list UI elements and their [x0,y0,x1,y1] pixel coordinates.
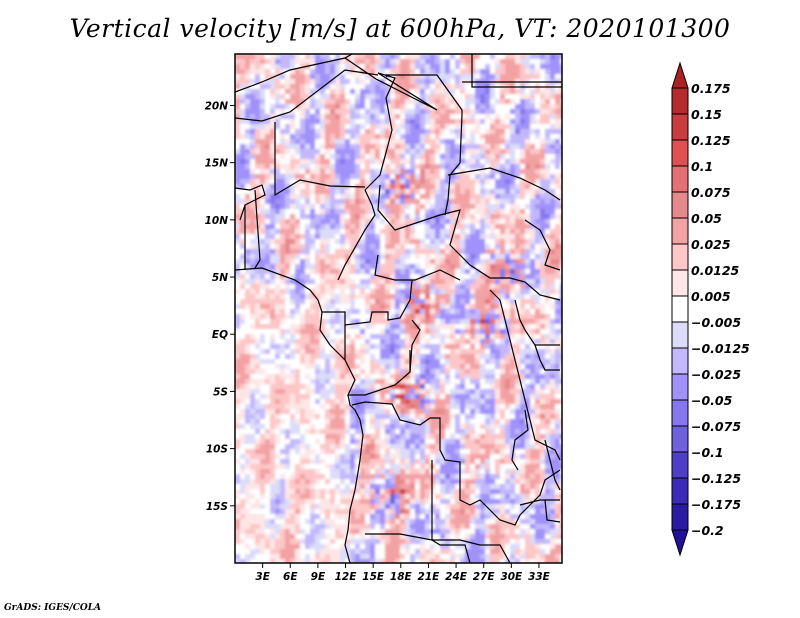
border-line [344,394,364,563]
colorbar-box [671,321,689,349]
colorbar-label: −0.175 [691,497,741,512]
colorbar-box [671,373,689,401]
colorbar-box [671,399,689,427]
y-tick-label: 15N [205,158,229,170]
colorbar-label: 0.005 [691,289,731,304]
y-tick-label: 10N [205,215,229,227]
y-axis: 20N 15N 10N 5N EQ 5S 10S 15S [205,100,235,513]
colorbar-box [671,217,689,245]
velocity-field [235,54,562,563]
x-axis: 3E 6E 9E 12E 15E 18E 21E 24E 27E 30E 33E [255,563,551,583]
colorbar-box [671,269,689,297]
colorbar-label: 0.15 [691,107,722,122]
border-line [544,439,561,491]
border-line [235,54,353,93]
colorbar-label: −0.1 [691,445,724,460]
colorbar-label: 0.025 [691,237,731,252]
x-tick-label: 12E [335,571,358,583]
colorbar-label: −0.005 [691,315,741,330]
colorbar-label: −0.125 [691,471,741,486]
border-line [524,219,561,271]
border-line [274,122,366,197]
border-line [447,167,561,201]
colorbar-label: 0.175 [691,81,731,96]
border-line [544,499,561,523]
y-tick-label: 15S [206,501,228,513]
border-line [385,74,463,164]
x-tick-label: 33E [528,571,551,583]
y-tick-label: 5S [213,386,228,398]
colorbar-label: 0.125 [691,133,731,148]
colorbar-box [671,451,689,479]
y-tick-label: 20N [205,100,229,112]
country-borders [235,54,562,563]
colorbar-box [671,191,689,219]
border-line [235,267,323,313]
colorbar-label: −0.2 [691,523,724,538]
border-line [377,184,561,301]
x-tick-label: 3E [255,571,270,583]
border-line [432,539,511,563]
colorbar-box [671,113,689,141]
y-tick-label: EQ [212,329,228,341]
colorbar-label: 0.075 [691,185,731,200]
colorbar-box [671,295,689,323]
border-line [409,319,421,373]
border-line [431,460,471,563]
colorbar-box [671,139,689,167]
x-tick-label: 21E [418,571,441,583]
colorbar-box [671,503,689,531]
border-line [444,162,461,216]
border-line [344,57,438,111]
x-tick-label: 15E [362,571,385,583]
x-tick-label: 18E [390,571,413,583]
colorbar-label: 0.0125 [691,263,740,278]
border-line [235,69,379,122]
colorbar-box [671,425,689,453]
border-line [322,279,413,326]
border-line [374,254,461,281]
border-line [235,184,266,221]
border-line [511,409,529,471]
field-cells [235,54,562,563]
colorbar-box [671,477,689,505]
colorbar-label: 0.05 [691,211,722,226]
border-line [254,189,261,269]
border-line [351,401,561,526]
colorbar-box [671,165,689,193]
border-line [365,533,433,541]
border-line [534,344,560,371]
colorbar-label: 0.1 [691,159,713,174]
y-tick-label: 5N [212,272,228,284]
border-line [514,299,560,346]
colorbar-label: −0.025 [691,367,741,382]
map-frame [234,53,563,564]
x-tick-label: 27E [473,571,496,583]
colorbar-box [671,243,689,271]
x-tick-label: 24E [445,571,468,583]
border-line [364,72,396,191]
border-line [471,54,562,88]
y-tick-label: 10S [206,444,228,456]
colorbar-box [671,87,689,115]
colorbar-extend-min [671,529,689,557]
colorbar-label: −0.075 [691,419,741,434]
colorbar: 0.175 0.15 0.125 0.1 0.075 0.05 0.025 0.0125 0.0… [671,61,750,557]
colorbar-box [671,347,689,375]
colorbar-label: −0.0125 [691,341,750,356]
x-tick-label: 6E [283,571,298,583]
colorbar-extend-max [671,61,689,89]
chart-title: Vertical velocity [m/s] at 600hPa, VT: 2… [69,14,731,43]
x-tick-label: 30E [500,571,523,583]
border-line [337,189,376,281]
border-line [519,499,560,506]
grads-credit: GrADS: IGES/COLA [4,603,102,613]
x-tick-label: 9E [311,571,326,583]
colorbar-label: −0.05 [691,393,733,408]
